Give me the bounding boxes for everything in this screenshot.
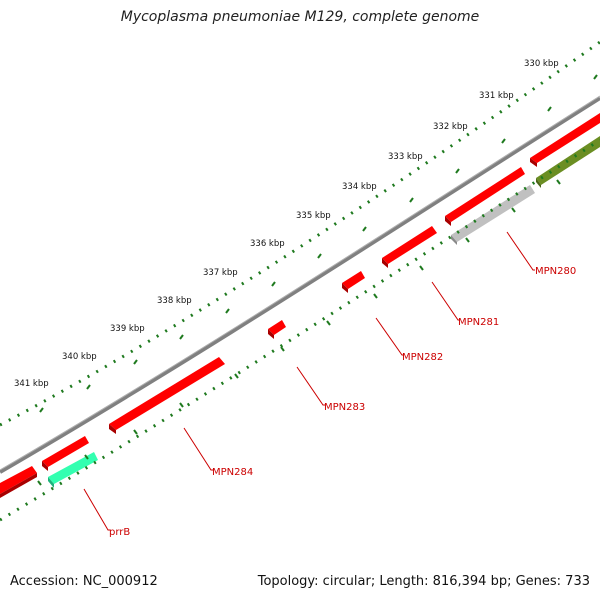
tick-label-332: 332 kbp <box>433 122 468 132</box>
gene-label-prrb: prrB <box>109 527 130 538</box>
cds-feature-mpn280[interactable] <box>530 113 600 163</box>
tick-label-336: 336 kbp <box>250 239 285 249</box>
gene-label-mpn284: MPN284 <box>212 467 253 478</box>
tick-labels: 330 kbp 331 kbp 332 kbp 333 kbp 334 kbp … <box>14 59 559 389</box>
inner-ruler-track <box>0 138 600 522</box>
gene-label-mpn283: MPN283 <box>324 402 365 413</box>
outer-ruler-ticks <box>39 74 598 413</box>
cds-feature-left-edge[interactable] <box>0 466 37 494</box>
tick-label-335: 335 kbp <box>296 211 331 221</box>
genome-metadata: Topology: circular; Length: 816,394 bp; … <box>257 574 590 589</box>
inner-ruler-ticks <box>37 179 561 486</box>
tick-label-331: 331 kbp <box>479 91 514 101</box>
tick-label-330: 330 kbp <box>524 59 559 69</box>
gene-labels: MPN280 MPN281 MPN282 MPN283 MPN284 prrB <box>109 266 576 538</box>
genome-title: Mycoplasma pneumoniae M129, complete gen… <box>120 9 480 25</box>
leader-lines <box>83 231 535 531</box>
gene-label-mpn282: MPN282 <box>402 352 443 363</box>
forward-strand-features[interactable] <box>0 113 600 498</box>
tick-label-334: 334 kbp <box>342 182 377 192</box>
cds-feature-prrb-adjacent[interactable] <box>42 436 89 467</box>
tick-label-339: 339 kbp <box>110 324 145 334</box>
tick-label-337: 337 kbp <box>203 268 238 278</box>
tick-label-341: 341 kbp <box>14 379 49 389</box>
gene-label-mpn280: MPN280 <box>535 266 576 277</box>
tick-label-338: 338 kbp <box>157 296 192 306</box>
genome-backbone <box>0 96 600 474</box>
accession-text: Accession: NC_000912 <box>10 574 158 589</box>
cds-feature-mpn283[interactable] <box>342 271 365 289</box>
tick-label-333: 333 kbp <box>388 152 423 162</box>
other-features[interactable] <box>48 136 600 488</box>
trna-feature[interactable] <box>536 136 600 185</box>
tick-label-340: 340 kbp <box>62 352 97 362</box>
cds-feature-mpn284[interactable] <box>268 320 286 335</box>
cds-feature-large[interactable] <box>109 357 225 430</box>
cds-feature-mpn282[interactable] <box>382 226 437 264</box>
rrna-feature-prrb[interactable] <box>48 452 98 484</box>
cds-feature-mpn281[interactable] <box>445 167 525 222</box>
misc-feature[interactable] <box>451 185 535 242</box>
gene-label-mpn281: MPN281 <box>458 317 499 328</box>
